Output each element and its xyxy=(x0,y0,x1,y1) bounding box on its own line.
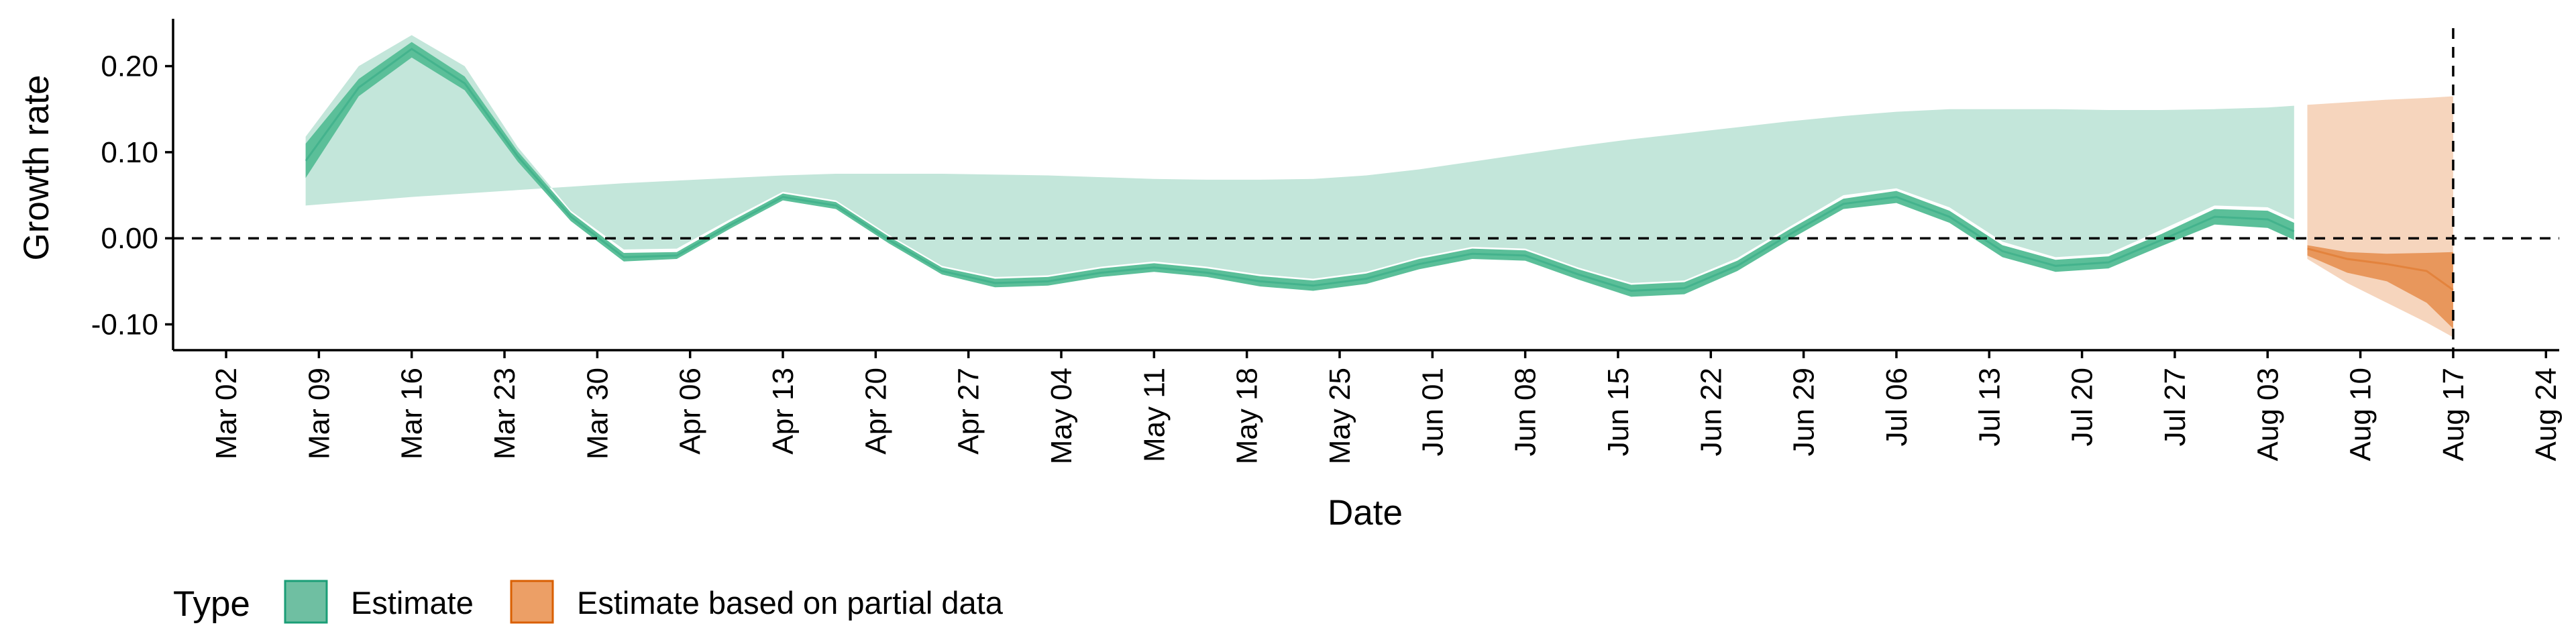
x-tick-label: Jun 01 xyxy=(1416,368,1449,456)
x-tick-label: May 04 xyxy=(1045,368,1078,464)
median-line-partial xyxy=(2307,248,2454,291)
x-tick-label: Mar 23 xyxy=(488,368,521,460)
x-axis-ticks: Mar 02 Mar 09 Mar 16 Mar 23 Mar 30 Apr 06 Apr … xyxy=(210,350,2563,464)
x-tick-label: Jun 29 xyxy=(1788,368,1821,456)
x-axis-title: Date xyxy=(1328,493,1403,533)
x-tick-label: Jul 27 xyxy=(2159,368,2192,446)
x-tick-label: Apr 13 xyxy=(767,368,800,455)
x-tick-label: May 18 xyxy=(1231,368,1264,464)
series-estimate xyxy=(305,35,2295,297)
x-tick-label: Mar 30 xyxy=(581,368,614,460)
x-tick-label: Mar 02 xyxy=(210,368,243,460)
y-tick-label: 0.20 xyxy=(101,50,158,83)
x-tick-label: Apr 20 xyxy=(859,368,892,455)
band-20-partial xyxy=(2307,245,2453,329)
x-tick-label: Jun 22 xyxy=(1695,368,1727,456)
confidence-bands xyxy=(305,35,2454,337)
x-tick-label: May 25 xyxy=(1324,368,1356,464)
y-axis-ticks: 0.20 0.10 0.00 -0.10 xyxy=(91,50,173,341)
x-tick-label: Jul 06 xyxy=(1880,368,1913,446)
y-axis-title: Growth rate xyxy=(17,75,56,261)
legend-label-estimate: Estimate xyxy=(351,585,474,621)
x-tick-label: Aug 17 xyxy=(2437,368,2470,461)
legend-swatch-partial xyxy=(510,580,554,624)
band-20-estimate xyxy=(305,42,2294,297)
x-tick-label: Jun 15 xyxy=(1602,368,1635,456)
band-90-estimate xyxy=(305,35,2294,283)
y-tick-label: -0.10 xyxy=(91,309,158,341)
x-tick-label: Jul 20 xyxy=(2066,368,2099,446)
legend-title: Type xyxy=(173,584,250,624)
x-tick-label: May 11 xyxy=(1138,368,1171,462)
x-tick-label: Apr 06 xyxy=(674,368,707,455)
y-tick-label: 0.00 xyxy=(101,222,158,255)
median-line-estimate xyxy=(305,48,2295,292)
x-tick-label: Mar 09 xyxy=(303,368,335,460)
x-tick-label: Aug 10 xyxy=(2345,368,2377,461)
x-tick-label: Apr 27 xyxy=(953,368,985,455)
axes xyxy=(172,19,2559,352)
x-tick-label: Aug 03 xyxy=(2251,368,2284,461)
x-tick-label: Jun 08 xyxy=(1509,368,1542,456)
x-tick-label: Mar 16 xyxy=(396,368,429,460)
reference-lines xyxy=(173,28,2559,350)
x-tick-label: Aug 24 xyxy=(2530,368,2563,461)
legend-label-partial: Estimate based on partial data xyxy=(577,585,1004,621)
series-partial xyxy=(2307,96,2454,337)
legend: Type Estimate Estimate based on partial … xyxy=(173,580,1004,624)
legend-swatch-estimate xyxy=(284,580,328,624)
x-tick-label: Jul 13 xyxy=(1973,368,2006,446)
y-tick-label: 0.10 xyxy=(101,136,158,169)
